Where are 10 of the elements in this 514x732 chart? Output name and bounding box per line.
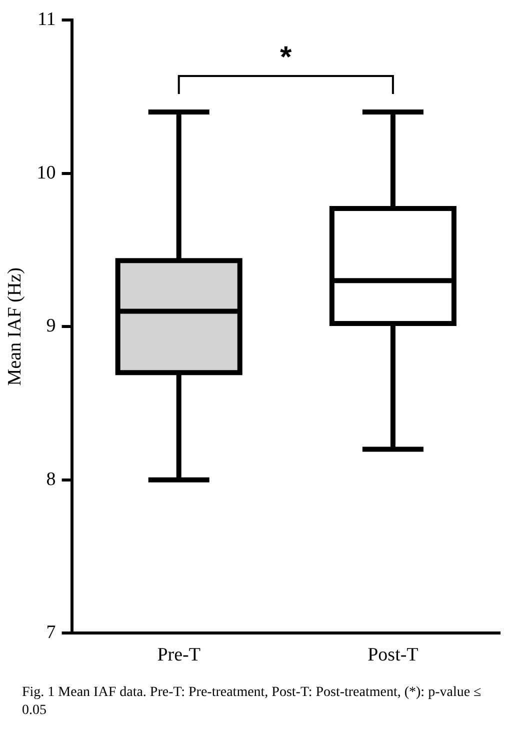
y-tick-label: 7 xyxy=(46,622,56,644)
y-tick-label: 9 xyxy=(46,316,56,337)
annotation: * xyxy=(280,41,292,74)
x-tick-label: Pre-T xyxy=(157,644,201,666)
y-axis-title: Mean IAF (Hz) xyxy=(4,268,26,386)
y-tick-label: 10 xyxy=(36,162,56,184)
x-tick-label: Post-T xyxy=(368,644,419,666)
caption: Fig. 1 Mean IAF data. Pre-T: Pre-treatment, Post-T: Post-treatment, (*): p-value ≤ 0.05 xyxy=(22,684,482,720)
y-tick-label: 8 xyxy=(46,468,56,490)
y-tick-label: 11 xyxy=(38,8,56,30)
